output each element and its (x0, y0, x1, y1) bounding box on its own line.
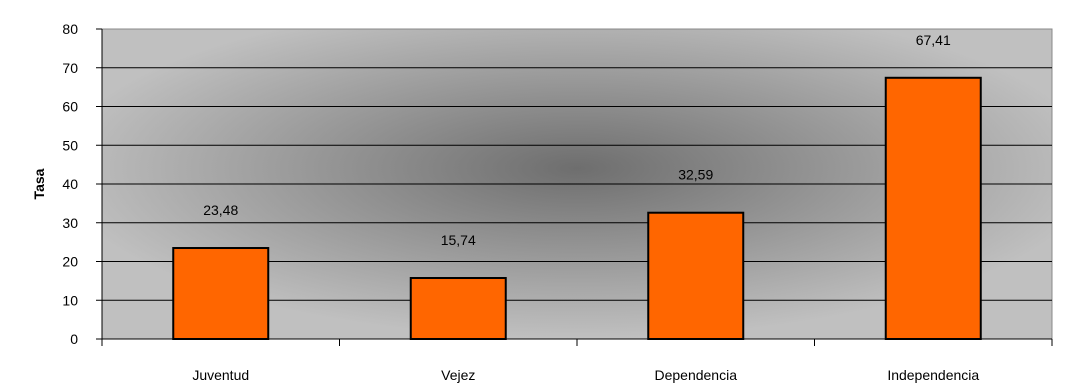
x-tick-label: Independencia (887, 367, 979, 383)
y-tick-label: 70 (62, 60, 78, 76)
y-tick-label: 20 (62, 254, 78, 270)
labels: 0 10 20 30 40 50 60 70 80 23,48 Juventud 15,74 Vejez… (62, 21, 979, 383)
y-tick-label: 30 (62, 215, 78, 231)
data-label: 67,41 (916, 32, 951, 48)
bars (172, 76, 982, 341)
data-label: 15,74 (441, 232, 476, 248)
y-tick-label: 40 (62, 176, 78, 192)
y-tick-label: 80 (62, 21, 78, 37)
bar-independencia (884, 76, 982, 340)
y-tick-label: 50 (62, 137, 78, 153)
data-label: 32,59 (678, 167, 713, 183)
bar-juventud (172, 247, 270, 340)
x-tick-label: Juventud (192, 367, 249, 383)
y-tick-label: 10 (62, 292, 78, 308)
y-axis-label: Tasa (31, 168, 47, 199)
y-tick-label: 60 (62, 99, 78, 115)
bar-dependencia (647, 211, 745, 340)
y-tick-label: 0 (70, 331, 78, 347)
bar-vejez (409, 277, 507, 341)
data-label: 23,48 (203, 202, 238, 218)
axes (96, 28, 1053, 346)
x-tick-label: Vejez (441, 367, 475, 383)
x-tick-label: Dependencia (654, 367, 737, 383)
